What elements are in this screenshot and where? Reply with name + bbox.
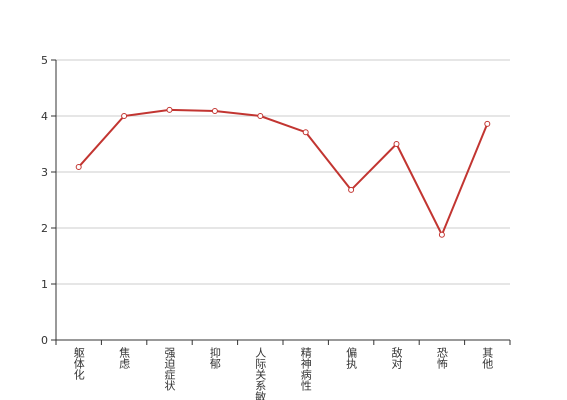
y-tick-label: 5	[41, 54, 48, 67]
x-tick-label: 躯体化	[72, 347, 85, 381]
point	[166, 106, 173, 113]
y-tick-label: 0	[41, 334, 48, 347]
x-tick-label: 其他	[481, 347, 494, 369]
x-tick-label: 强迫症状	[163, 347, 176, 391]
point	[438, 231, 445, 238]
y-tick-label: 1	[41, 278, 48, 291]
line	[77, 108, 489, 238]
x-tick-label: 抑郁	[208, 346, 221, 369]
y-tick-label: 2	[41, 222, 48, 235]
y-tick-label: 3	[41, 166, 48, 179]
x-tick-label: 敌对	[390, 346, 403, 369]
point	[348, 186, 355, 193]
point	[211, 107, 218, 114]
point	[257, 113, 264, 119]
point	[393, 141, 400, 147]
x-tick-label: 人际关系敏感	[254, 347, 267, 400]
y-tick-label: 4	[41, 110, 48, 123]
x-tick-label: 精神病性	[299, 347, 312, 392]
point	[121, 113, 128, 119]
point	[75, 163, 82, 170]
point	[484, 120, 491, 127]
x-tick-label: 偏执	[345, 346, 358, 370]
x-tick-label: 焦虑	[118, 347, 131, 369]
x-tick-label: 恐怖	[435, 347, 448, 369]
point	[302, 129, 309, 136]
